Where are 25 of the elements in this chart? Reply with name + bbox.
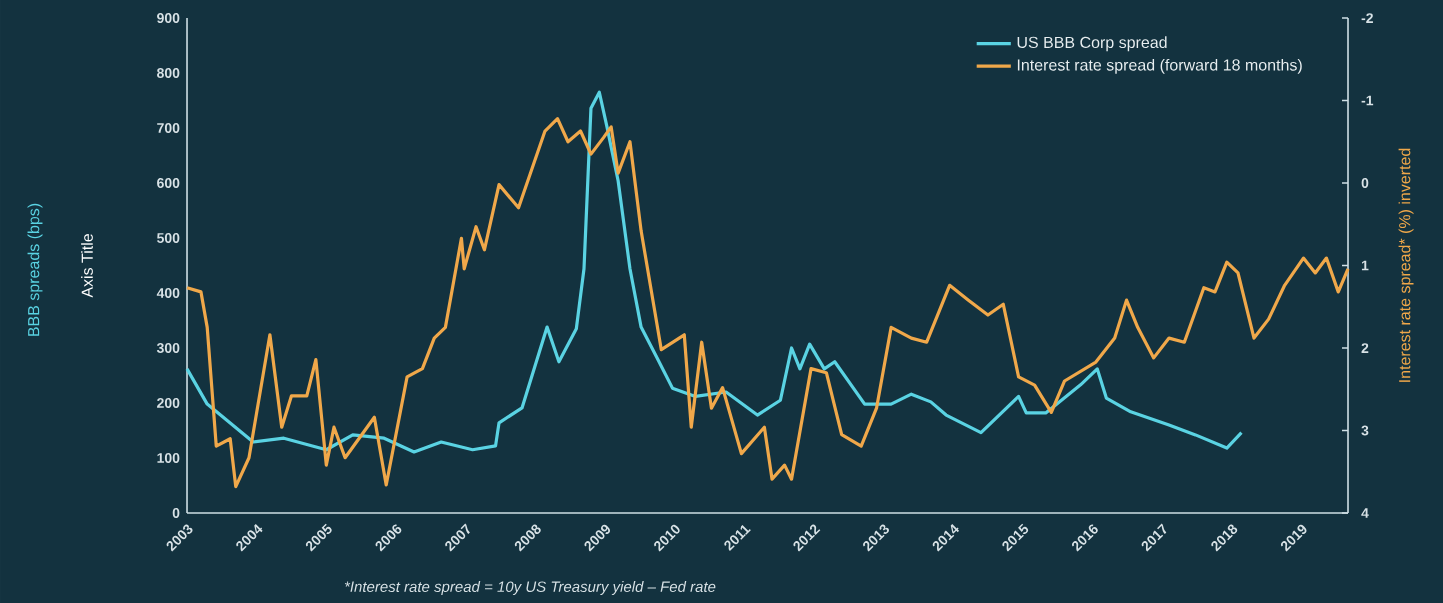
y2-tick-label: -1 — [1361, 95, 1374, 106]
y-tick-label: 900 — [157, 13, 180, 23]
text: BBB spreads (bps) — [27, 203, 43, 336]
y2-tick-label: 4 — [1361, 508, 1369, 518]
y2-axis-title: Interest rate spread* (%) inverted — [1398, 148, 1414, 382]
y-tick-label: 400 — [156, 288, 180, 298]
y-tick-label: 800 — [157, 68, 180, 78]
y2-tick-label: 2 — [1361, 343, 1369, 353]
y2-tick-label: -2 — [1361, 13, 1373, 23]
y-tick-label: 200 — [157, 398, 180, 408]
y-tick-label: 700 — [157, 123, 180, 133]
y-tick-label: 500 — [157, 233, 180, 243]
y-tick-label: 300 — [156, 343, 180, 353]
legend-label: US BBB Corp spread — [1017, 36, 1167, 52]
y-tick-label: 100 — [157, 453, 180, 463]
y2-tick-label: 0 — [1361, 178, 1369, 188]
y2-tick-label: 1 — [1361, 260, 1369, 271]
y-tick-label: 600 — [157, 178, 180, 188]
line-series — [185, 90, 1244, 454]
y-axis-title: Axis Title — [81, 234, 93, 298]
legend-label: Interest rate spread (forward 18 months) — [1017, 58, 1302, 74]
y2-tick-label: 3 — [1361, 425, 1369, 436]
line-series — [185, 117, 1350, 489]
y-tick-label: 0 — [172, 508, 180, 518]
text: *Interest rate spread = 10y US Treasury yield – Fed rate — [344, 581, 716, 595]
